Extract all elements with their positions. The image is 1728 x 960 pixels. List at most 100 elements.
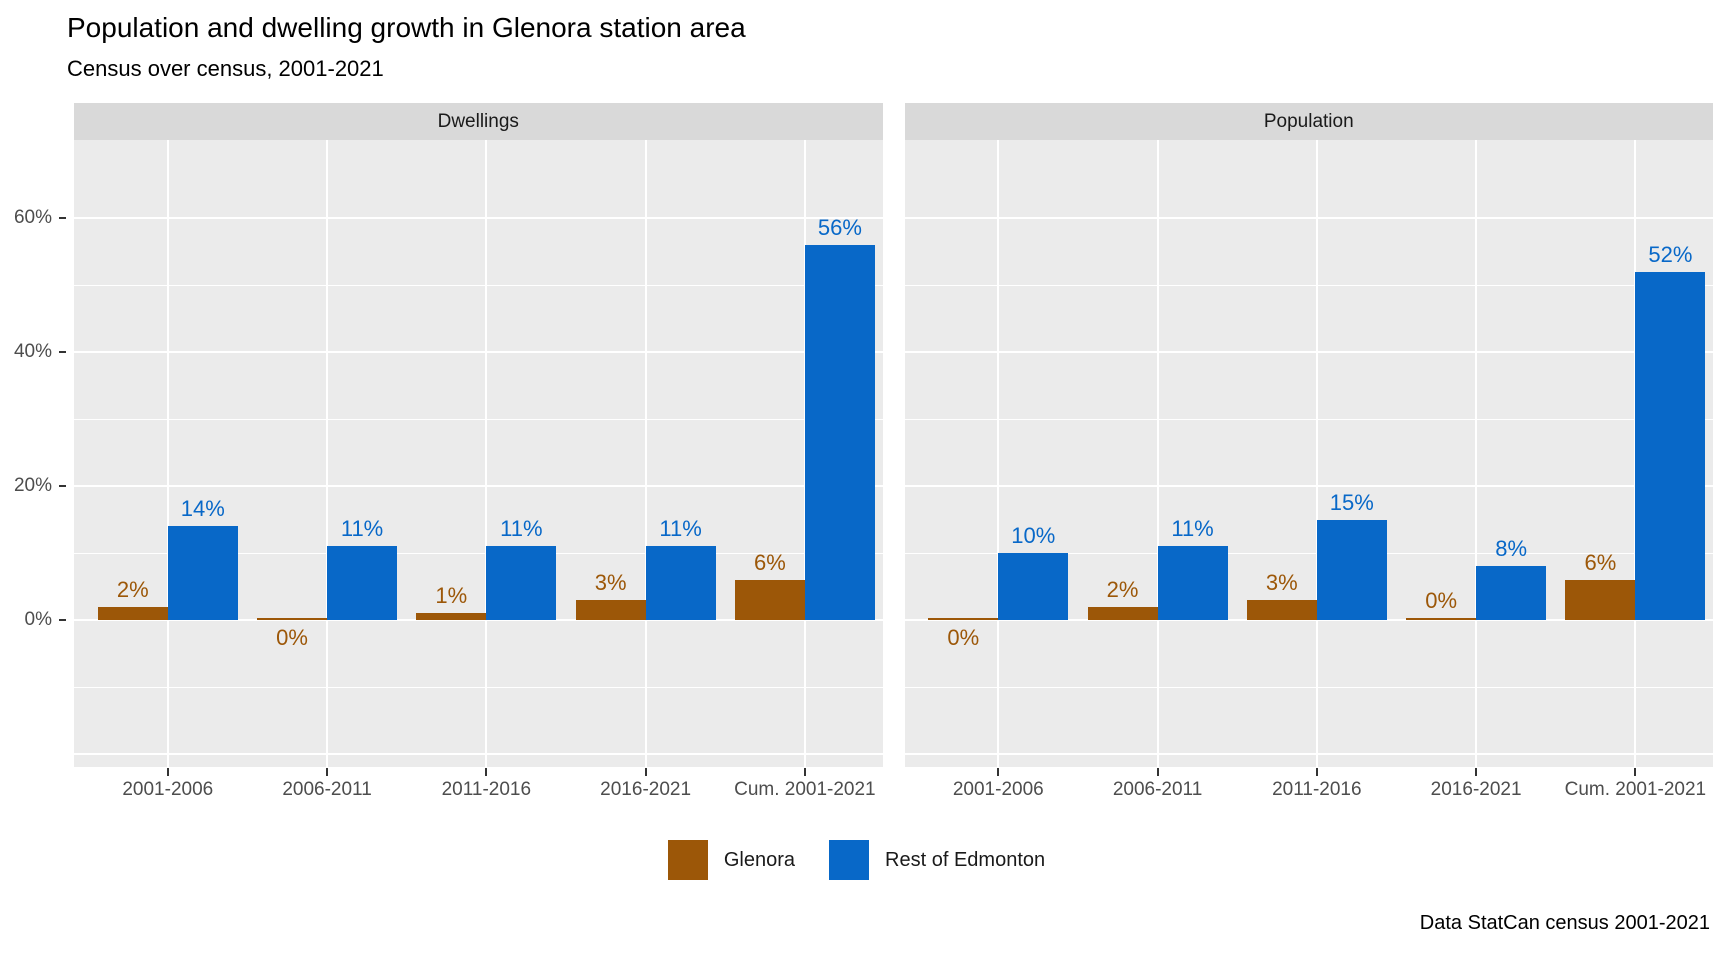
gridline-vertical: [166, 140, 169, 767]
bar-rest-of-edmonton-2001-2006: [167, 526, 238, 620]
x-tick-label: 2016-2021: [600, 779, 692, 800]
facet-strip-dwellings: Dwellings: [74, 103, 883, 140]
bar-rest-of-edmonton-2011-2016: [1316, 519, 1387, 620]
x-tick-label: 2006-2011: [1112, 779, 1203, 800]
x-tick-label: 2001-2006: [122, 779, 214, 800]
y-tick-label: 60%: [13, 207, 52, 228]
bar-value-label: 11%: [1171, 516, 1214, 542]
bar-rest-of-edmonton-cum-2001-2021: [804, 244, 875, 620]
x-axis-tick: [1315, 768, 1318, 776]
x-axis-tick: [1634, 768, 1637, 776]
gridline-minor: [904, 553, 1713, 554]
chart-title: Population and dwelling growth in Glenor…: [67, 12, 746, 43]
gridline-major: [74, 619, 883, 621]
x-axis-tick: [803, 768, 806, 776]
bar-value-label: 0%: [947, 625, 980, 650]
x-axis-tick: [1156, 768, 1159, 776]
bar-glenora-2016-2021: [575, 599, 646, 620]
bar-rest-of-edmonton-2011-2016: [486, 546, 557, 620]
y-tick-label: 0%: [24, 609, 52, 630]
legend-label: Rest of Edmonton: [885, 848, 1046, 871]
y-tick-label: 20%: [13, 475, 52, 496]
facet-strip-population: Population: [904, 103, 1713, 140]
y-axis-tick: [59, 619, 66, 621]
bar-rest-of-edmonton-2016-2021: [645, 546, 716, 620]
bar-value-label: 10%: [1011, 523, 1056, 548]
gridline-major: [904, 753, 1713, 755]
chart-subtitle: Census over census, 2001-2021: [67, 56, 384, 81]
bar-glenora-2006-2011: [257, 618, 328, 620]
bar-value-label: 3%: [594, 569, 627, 595]
gridline-minor: [74, 553, 883, 554]
x-tick-label: 2006-2011: [282, 779, 372, 800]
bar-glenora-2006-2011: [1087, 606, 1158, 620]
x-tick-label: 2001-2006: [952, 779, 1044, 800]
x-axis-dwellings: 2001-2006 2006-2011 2011-2016 2016-2021 Cum.…: [74, 767, 883, 812]
gridline-vertical: [1475, 140, 1478, 767]
gridline-minor: [74, 419, 883, 420]
bar-glenora-2011-2016: [1246, 599, 1317, 620]
gridline-minor: [904, 419, 1713, 420]
bar-value-label: 56%: [817, 214, 862, 240]
x-axis-population: 2001-2006 2006-2011 2011-2016 2016-2021 Cum.…: [905, 767, 1714, 812]
bar-glenora-2016-2021: [1406, 618, 1477, 620]
bar-value-label: 52%: [1648, 241, 1693, 267]
y-axis-tick: [59, 217, 66, 219]
x-axis-tick: [1475, 768, 1478, 776]
legend-item-rest-of-edmonton: Rest of Edmonton: [829, 840, 1045, 880]
x-axis-tick: [485, 768, 488, 776]
gridline-major: [74, 485, 883, 487]
legend-label: Glenora: [723, 848, 796, 871]
legend-swatch-rest-of-edmonton: [829, 840, 870, 880]
y-axis-tick: [59, 351, 66, 353]
bar-value-label: 0%: [276, 625, 308, 650]
panel-population: 0% 2% 3% 0% 6% 10% 11% 15% 8% 52%: [904, 140, 1713, 767]
bar-value-label: 0%: [1425, 588, 1457, 613]
x-tick-label: 2011-2016: [441, 779, 532, 800]
bar-rest-of-edmonton-2006-2011: [1157, 546, 1228, 620]
gridline-major: [904, 619, 1713, 621]
bar-glenora-2011-2016: [416, 613, 487, 620]
bar-value-label: 11%: [659, 516, 702, 542]
bar-value-label: 6%: [753, 549, 786, 575]
panel-dwellings: 2% 0% 1% 3% 6% 14% 11% 11% 11% 56%: [74, 140, 883, 767]
plot-area: 60% 40% 20% 0% Dwellings 2% 0% 1% 3% 6% 14% 11% 11…: [0, 103, 1713, 812]
x-axis-tick: [166, 768, 169, 776]
gridline-major: [74, 351, 883, 353]
x-axis-tick: [644, 768, 647, 776]
y-axis: 60% 40% 20% 0%: [0, 103, 74, 812]
bar-value-label: 15%: [1329, 489, 1374, 515]
x-tick-label: 2016-2021: [1430, 779, 1522, 800]
bar-rest-of-edmonton-2001-2006: [998, 553, 1069, 620]
facet-strip-label: Population: [1263, 110, 1354, 132]
bar-rest-of-edmonton-cum-2001-2021: [1635, 271, 1706, 620]
gridline-minor: [74, 285, 883, 286]
bar-value-label: 3%: [1265, 569, 1298, 595]
bar-value-label: 11%: [500, 516, 543, 542]
gridline-vertical: [997, 140, 1000, 767]
x-axis-tick: [997, 768, 1000, 776]
gridline-major: [904, 351, 1713, 353]
x-tick-label: Cum. 2001-2021: [734, 779, 876, 800]
gridline-major: [74, 217, 883, 219]
legend: Glenora Rest of Edmonton: [0, 840, 1713, 880]
x-tick-label: Cum. 2001-2021: [1564, 779, 1707, 800]
gridline-vertical: [1156, 140, 1159, 767]
gridline-minor: [904, 687, 1713, 688]
bar-value-label: 1%: [435, 583, 468, 609]
facet-dwellings: Dwellings 2% 0% 1% 3% 6% 14% 11% 11% 11% 56% 2001…: [74, 103, 883, 812]
gridline-minor: [74, 687, 883, 688]
gridline-vertical: [326, 140, 329, 767]
bar-value-label: 6%: [1584, 549, 1617, 575]
bar-rest-of-edmonton-2016-2021: [1476, 566, 1547, 620]
gridline-major: [74, 753, 883, 755]
gridline-vertical: [485, 140, 488, 767]
bar-rest-of-edmonton-2006-2011: [327, 546, 398, 620]
y-tick-label: 40%: [13, 341, 52, 362]
bar-value-label: 8%: [1495, 536, 1527, 562]
facet-population: Population 0% 2% 3% 0% 6% 10% 11% 15% 8% 52% 2001…: [904, 103, 1714, 812]
gridline-major: [904, 485, 1713, 487]
gridline-vertical: [644, 140, 647, 767]
bar-value-label: 14%: [180, 496, 225, 522]
